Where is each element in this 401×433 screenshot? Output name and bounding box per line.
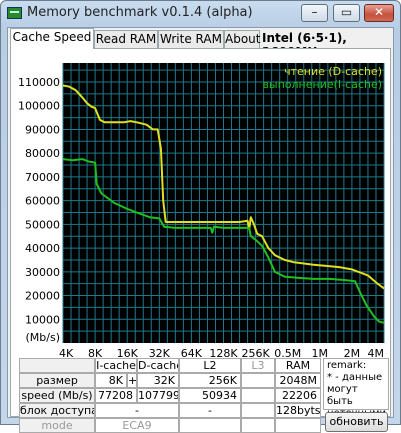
y-tick-label: 100000 — [18, 100, 60, 113]
y-tick-label: 50000 — [25, 218, 60, 231]
y-tick-label: 10000 — [25, 313, 60, 326]
speed-chart: 10000 20000 30000 40000 50000 60000 70000 80000… — [15, 63, 390, 359]
speed-l2: 50934 — [179, 388, 241, 403]
series-line-icache — [62, 158, 385, 324]
speed-icache: 77208 — [95, 388, 137, 403]
window-title: Memory benchmark v0.1.4 (alpha) — [27, 5, 253, 20]
legend-entry-dcache: чтение (D-cache) — [284, 65, 382, 78]
block-ram: 128byts — [275, 403, 321, 418]
size-l3 — [241, 373, 275, 388]
client-area: Cache Speed Read RAM Write RAM About Int… — [7, 27, 395, 433]
app-icon — [7, 7, 22, 19]
header-icache: I-cache — [95, 358, 137, 373]
size-ram: 2048M — [275, 373, 321, 388]
block-l3 — [241, 403, 275, 418]
mode-l2 — [179, 418, 241, 433]
block-l2: - — [179, 403, 241, 418]
series-line-dcache — [62, 84, 385, 290]
block-icache-dcache: - — [95, 403, 179, 418]
x-tick-label: 1M — [312, 347, 329, 359]
speed-ram: 22206 — [275, 388, 321, 403]
mode-icache-dcache: ECA9 — [95, 418, 179, 433]
x-tick-label: 8K — [88, 347, 103, 359]
row-label-mode: mode — [19, 418, 95, 433]
x-tick-label: 16K — [117, 347, 139, 359]
y-tick-label: 110000 — [18, 76, 60, 89]
y-axis-label: (Mb/s) — [26, 331, 61, 344]
header-dcache: D-cache — [137, 358, 179, 373]
table-corner — [19, 358, 95, 373]
refresh-button[interactable]: обновить — [325, 412, 388, 432]
x-tick-label: 256K — [241, 347, 270, 359]
header-ram: RAM — [275, 358, 321, 373]
remark-box: remark: * - данные могут быть неточными — [323, 358, 389, 419]
x-tick-label: 4K — [59, 347, 74, 359]
x-tick-label: 4M — [368, 347, 385, 359]
x-tick-label: 128K — [209, 347, 238, 359]
mode-ram — [275, 418, 321, 433]
x-tick-label: 0.5M — [274, 347, 301, 359]
header-l2: L2 — [179, 358, 241, 373]
tab-about[interactable]: About — [224, 30, 261, 48]
row-label-block: блок доступа — [19, 403, 95, 418]
row-label-speed: speed (Mb/s) — [19, 388, 95, 403]
minimize-button[interactable]: – — [301, 4, 328, 22]
legend-entry-icache: выполнение(I-cache) — [262, 78, 382, 91]
y-tick-label: 60000 — [25, 195, 60, 208]
tab-write-ram[interactable]: Write RAM — [158, 30, 224, 48]
y-tick-label: 90000 — [25, 123, 60, 136]
close-button[interactable]: ✕ — [364, 4, 394, 22]
speed-chart-svg: 10000 20000 30000 40000 50000 60000 70000 80000… — [18, 63, 385, 359]
y-tick-label: 30000 — [25, 266, 60, 279]
y-tick-label: 20000 — [25, 290, 60, 303]
x-tick-label: 64K — [181, 347, 203, 359]
y-tick-label: 40000 — [25, 242, 60, 255]
cache-speed-panel: 10000 20000 30000 40000 50000 60000 70000 80000… — [10, 48, 391, 433]
tab-cache-speed[interactable]: Cache Speed — [10, 28, 94, 49]
x-tick-label: 2M — [344, 347, 361, 359]
y-tick-label: 80000 — [25, 147, 60, 160]
tab-bar: Cache Speed Read RAM Write RAM About Int… — [8, 28, 395, 59]
size-l2: 256K — [179, 373, 241, 388]
size-dcache: 32K — [137, 373, 179, 388]
y-tick-label: 70000 — [25, 171, 60, 184]
size-plus: + — [127, 373, 137, 388]
mode-l3 — [241, 418, 275, 433]
maximize-button[interactable]: ▭ — [333, 4, 360, 22]
speed-dcache: 107799 — [137, 388, 179, 403]
speed-l3 — [241, 388, 275, 403]
title-bar[interactable]: Memory benchmark v0.1.4 (alpha) – ▭ ✕ — [1, 1, 400, 27]
remark-label: remark: — [327, 360, 367, 371]
tab-read-ram[interactable]: Read RAM — [94, 30, 158, 48]
size-icache: 8K — [95, 373, 127, 388]
header-l3: L3 — [241, 358, 275, 373]
row-label-size: размер — [19, 373, 95, 388]
x-tick-label: 32K — [149, 347, 171, 359]
